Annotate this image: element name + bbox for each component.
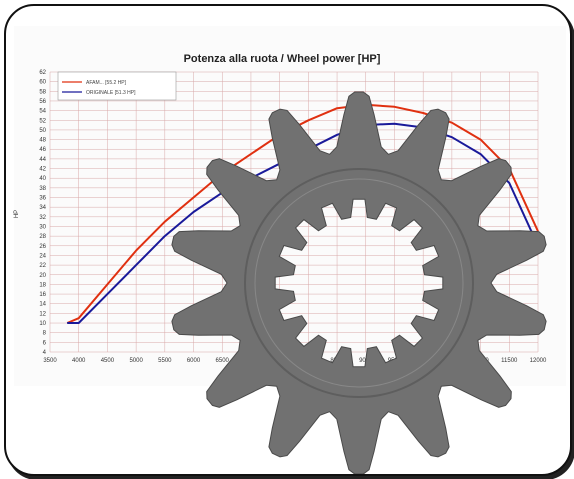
sprocket-image bbox=[171, 91, 547, 474]
y-tick-label: 22 bbox=[39, 263, 46, 269]
x-tick-label: 5500 bbox=[158, 358, 172, 364]
y-tick-label: 56 bbox=[39, 99, 46, 105]
legend-box bbox=[57, 71, 177, 101]
y-axis-label: HP bbox=[14, 210, 20, 218]
y-tick-label: 28 bbox=[39, 234, 46, 240]
y-tick-label: 10 bbox=[39, 321, 46, 327]
y-tick-label: 8 bbox=[43, 331, 47, 337]
legend-label: AFAM... [55.2 HP] bbox=[86, 80, 127, 86]
y-tick-label: 58 bbox=[39, 89, 46, 95]
sprocket-hub-ring bbox=[244, 168, 474, 398]
y-tick-label: 62 bbox=[39, 70, 46, 76]
y-tick-label: 46 bbox=[39, 147, 46, 153]
x-tick-label: 6500 bbox=[216, 358, 230, 364]
chart-title: Potenza alla ruota / Wheel power [HP] bbox=[184, 53, 381, 65]
y-tick-label: 4 bbox=[43, 350, 47, 356]
x-tick-label: 4500 bbox=[101, 358, 115, 364]
y-tick-label: 38 bbox=[39, 186, 46, 192]
y-tick-label: 54 bbox=[39, 109, 46, 115]
y-tick-label: 16 bbox=[39, 292, 46, 298]
x-tick-label: 4000 bbox=[72, 358, 86, 364]
y-tick-label: 30 bbox=[39, 224, 46, 230]
y-tick-label: 12 bbox=[39, 311, 46, 317]
y-tick-label: 44 bbox=[39, 157, 46, 163]
y-tick-label: 48 bbox=[39, 138, 46, 144]
x-tick-label: 5000 bbox=[129, 358, 143, 364]
y-tick-label: 42 bbox=[39, 167, 46, 173]
legend-label: ORIGINALE [51.3 HP] bbox=[86, 90, 136, 96]
chart-legend: AFAM... [55.2 HP] ORIGINALE [51.3 HP] bbox=[62, 80, 136, 96]
y-ticks: 6260585654525048464442403836343230282624… bbox=[39, 70, 46, 356]
y-tick-label: 26 bbox=[39, 244, 46, 250]
y-tick-label: 52 bbox=[39, 118, 46, 124]
image-frame: Potenza alla ruota / Wheel power [HP] HP… bbox=[4, 4, 572, 476]
y-tick-label: 18 bbox=[39, 282, 46, 288]
y-tick-label: 60 bbox=[39, 80, 46, 86]
y-tick-label: 36 bbox=[39, 196, 46, 202]
y-tick-label: 32 bbox=[39, 215, 46, 221]
x-tick-label: 3500 bbox=[43, 358, 57, 364]
y-tick-label: 34 bbox=[39, 205, 46, 211]
sprocket-body bbox=[171, 91, 547, 474]
x-tick-label: 6000 bbox=[187, 358, 201, 364]
y-tick-label: 24 bbox=[39, 253, 46, 259]
sprocket-hub-edge bbox=[254, 178, 464, 388]
x-tick-label: 11500 bbox=[501, 358, 518, 364]
y-tick-label: 6 bbox=[43, 340, 47, 346]
y-tick-label: 40 bbox=[39, 176, 46, 182]
x-tick-label: 12000 bbox=[530, 358, 547, 364]
y-tick-label: 20 bbox=[39, 273, 46, 279]
y-tick-label: 14 bbox=[39, 302, 46, 308]
sprocket-over-chart-image: Potenza alla ruota / Wheel power [HP] HP… bbox=[14, 26, 566, 474]
y-tick-label: 50 bbox=[39, 128, 46, 134]
